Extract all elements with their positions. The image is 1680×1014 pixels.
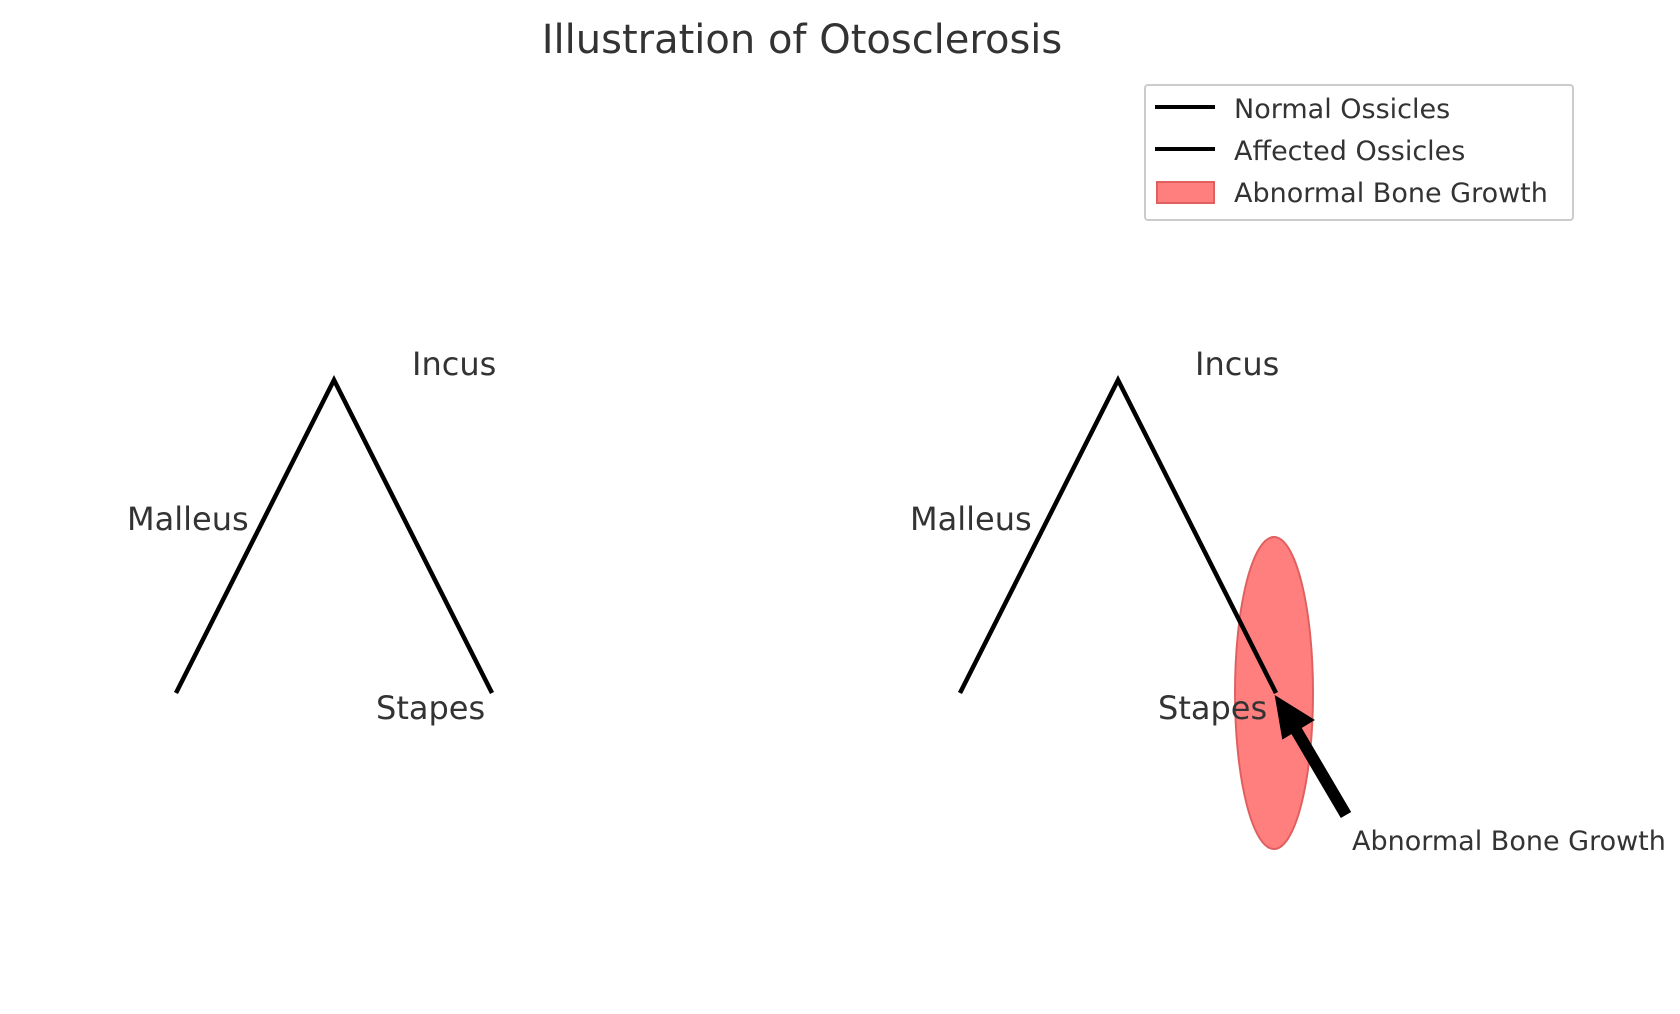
normal-ossicles-panel: Malleus Incus Stapes <box>127 345 496 727</box>
affected-ossicle-chain <box>957 375 1279 695</box>
annotation-arrow-shaft <box>1290 726 1352 819</box>
legend-normal-ossicles-label: Normal Ossicles <box>1234 94 1450 125</box>
legend-frame <box>1144 84 1574 221</box>
affected-stapes-label: Stapes <box>1158 689 1267 727</box>
abnormal-growth-annotation: Abnormal Bone Growth <box>1352 826 1666 857</box>
diagram-title: Illustration of Otosclerosis <box>542 17 1063 63</box>
normal-ossicle-chain <box>173 375 495 695</box>
legend-affected-ossicles-label: Affected Ossicles <box>1234 136 1465 167</box>
normal-stapes-label: Stapes <box>376 689 485 727</box>
normal-malleus-label: Malleus <box>127 500 249 538</box>
legend: Normal Ossicles Affected Ossicles Abnorm… <box>1144 84 1574 221</box>
normal-incus-label: Incus <box>412 345 496 383</box>
affected-malleus-label: Malleus <box>910 500 1032 538</box>
annotation-arrow-head <box>1274 694 1315 740</box>
legend-abnormal-growth-swatch <box>1156 181 1215 204</box>
affected-ossicles-panel: Malleus Incus Stapes Abnormal Bone Growt… <box>910 345 1666 857</box>
affected-incus-label: Incus <box>1195 345 1279 383</box>
annotation-arrow <box>1274 694 1352 819</box>
legend-abnormal-growth-label: Abnormal Bone Growth <box>1234 178 1548 209</box>
